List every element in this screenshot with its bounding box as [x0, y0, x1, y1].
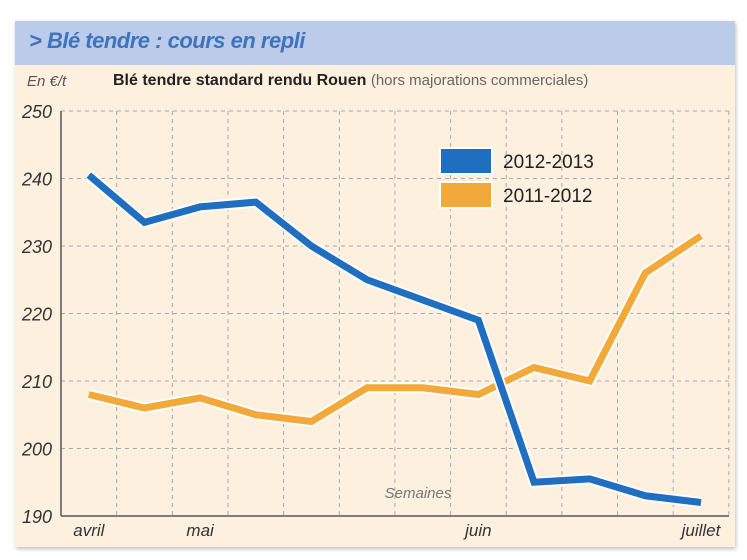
series-line-2012-2013 [86, 172, 702, 506]
legend-swatch [439, 181, 493, 209]
chart-title: Blé tendre standard rendu Rouen (hors ma… [113, 72, 588, 90]
y-axis-unit: En €/t [27, 73, 67, 90]
series-line-2011-2012 [87, 232, 703, 426]
x-tick-label: mai [186, 521, 215, 540]
y-tick-label: 210 [21, 372, 52, 392]
x-tick-label: avril [73, 521, 105, 540]
legend-swatch [439, 147, 493, 175]
x-tick-label: juin [463, 521, 491, 540]
y-tick-label: 190 [22, 507, 52, 527]
chart-title-note: (hors majorations commerciales) [370, 72, 589, 89]
y-tick-label: 200 [21, 440, 52, 460]
chart-panel: > Blé tendre : cours en repli En €/t Blé… [15, 21, 735, 547]
y-tick-label: 230 [21, 237, 52, 257]
x-axis-title: Semaines [385, 485, 452, 502]
y-tick-label: 240 [21, 170, 52, 190]
x-tick-label: juillet [680, 521, 722, 540]
header-band: > Blé tendre : cours en repli [15, 21, 735, 65]
y-tick-label: 250 [21, 102, 52, 122]
chart-title-main: Blé tendre standard rendu Rouen [113, 72, 367, 89]
page-title: > Blé tendre : cours en repli [29, 28, 305, 53]
legend-label: 2011-2012 [503, 186, 592, 207]
y-tick-label: 220 [21, 305, 52, 325]
legend-label: 2012-2013 [503, 152, 594, 173]
